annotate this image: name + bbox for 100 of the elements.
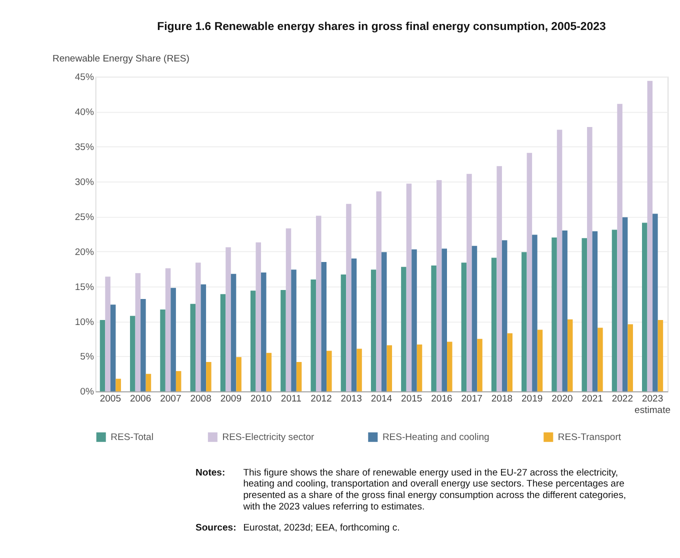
bar	[598, 328, 603, 392]
bar	[326, 350, 332, 392]
bar	[401, 266, 406, 392]
bar	[477, 338, 482, 392]
y-tick-label: 45%	[74, 72, 94, 83]
bar	[587, 126, 592, 392]
bar	[351, 258, 357, 392]
y-tick-label: 10%	[74, 316, 94, 328]
source-note: Sources:	[196, 522, 236, 534]
bar	[220, 294, 226, 392]
x-tick-label: 2005	[100, 393, 122, 404]
bar	[105, 276, 110, 392]
bar	[160, 310, 166, 392]
legend-label: RES-Electricity sector	[222, 432, 316, 443]
bar	[431, 265, 436, 392]
bar	[461, 262, 467, 392]
bar	[652, 214, 658, 392]
chart-title: Figure 1.6 Renewable energy shares in gross final energy consumption, 2005-2023	[157, 20, 606, 33]
bar	[537, 330, 543, 392]
bar	[381, 252, 387, 392]
y-tick-label: 0%	[80, 386, 94, 398]
x-tick-label: 2018	[491, 393, 513, 404]
bar	[236, 357, 242, 392]
bar	[116, 378, 121, 392]
bar	[532, 234, 538, 392]
x-tick-label: 2008	[190, 393, 212, 404]
y-tick-label: 15%	[74, 282, 94, 293]
y-tick-label: 35%	[74, 142, 94, 153]
bar	[291, 270, 296, 392]
bar	[310, 279, 316, 392]
bar	[340, 274, 346, 392]
bar	[567, 319, 573, 392]
bar	[562, 230, 568, 392]
bar	[261, 272, 266, 392]
bar	[376, 191, 382, 392]
bar	[522, 252, 527, 392]
x-tick-label: 2011	[280, 393, 302, 404]
bar	[386, 345, 392, 392]
y-tick-label: 25%	[74, 212, 94, 223]
bar	[416, 344, 422, 392]
x-tick-label: 2015	[401, 393, 422, 404]
bar	[436, 180, 442, 392]
bar	[446, 342, 452, 392]
bar	[250, 290, 256, 392]
bar	[165, 268, 171, 392]
bar	[491, 258, 497, 392]
bar	[176, 371, 182, 392]
bar	[110, 304, 116, 392]
bar	[146, 374, 152, 392]
bar	[170, 288, 176, 392]
x-tick-label: 2006	[130, 393, 152, 404]
y-tick-label: 5%	[80, 352, 94, 363]
bar	[647, 80, 653, 392]
bar	[321, 262, 327, 392]
bar	[658, 320, 664, 392]
text: This figure shows the share of renewable energy used in the EU-27 across the electricity, heating and cooling, transportation and overall energy use sectors. These percentages are presented as a share of the gross final energy consumption across the different categories, with the 2023 values referring to estimates.	[242, 467, 626, 513]
bar	[617, 104, 622, 392]
bar	[266, 352, 272, 392]
bar	[346, 204, 352, 392]
bar	[526, 152, 532, 392]
bar	[496, 166, 502, 392]
bar	[316, 216, 322, 392]
bar	[135, 273, 141, 392]
bar	[412, 249, 417, 392]
bar	[140, 299, 146, 392]
x-tick-label: 2023 estimate	[634, 393, 671, 416]
bar	[628, 324, 633, 392]
x-tick-label: 2017	[461, 393, 482, 404]
legend-label: RES-Total	[110, 432, 154, 443]
bar	[502, 240, 508, 392]
bar	[200, 284, 206, 392]
x-tick-label: 2022	[612, 393, 634, 404]
bar	[190, 304, 196, 392]
bar	[286, 228, 292, 392]
bar	[370, 270, 376, 392]
x-tick-label: 2009	[220, 393, 242, 404]
x-tick-label: 2010	[250, 393, 272, 404]
text: Eurostat, 2023d; EEA, forthcoming c.	[243, 522, 400, 534]
x-tick-label: 2014	[370, 393, 393, 404]
text: Notes:	[196, 467, 226, 478]
x-tick-label: 2007	[160, 393, 182, 404]
bar	[296, 362, 302, 392]
bar	[206, 362, 212, 392]
bar	[406, 184, 412, 392]
bar	[442, 248, 447, 392]
y-tick-label: 30%	[74, 176, 94, 188]
bar	[256, 242, 262, 392]
bar	[642, 222, 648, 392]
y-tick-label: 40%	[74, 106, 94, 118]
legend-label: RES-Heating and cooling	[382, 432, 490, 443]
bar	[507, 333, 512, 392]
bar	[466, 174, 472, 392]
x-tick-label: 2016	[431, 393, 452, 404]
bar	[226, 247, 231, 392]
x-tick-label: 2019	[521, 393, 543, 404]
bar	[612, 230, 618, 392]
bar	[472, 246, 478, 392]
bar	[582, 238, 588, 392]
bar	[230, 274, 236, 392]
bar	[280, 290, 286, 392]
